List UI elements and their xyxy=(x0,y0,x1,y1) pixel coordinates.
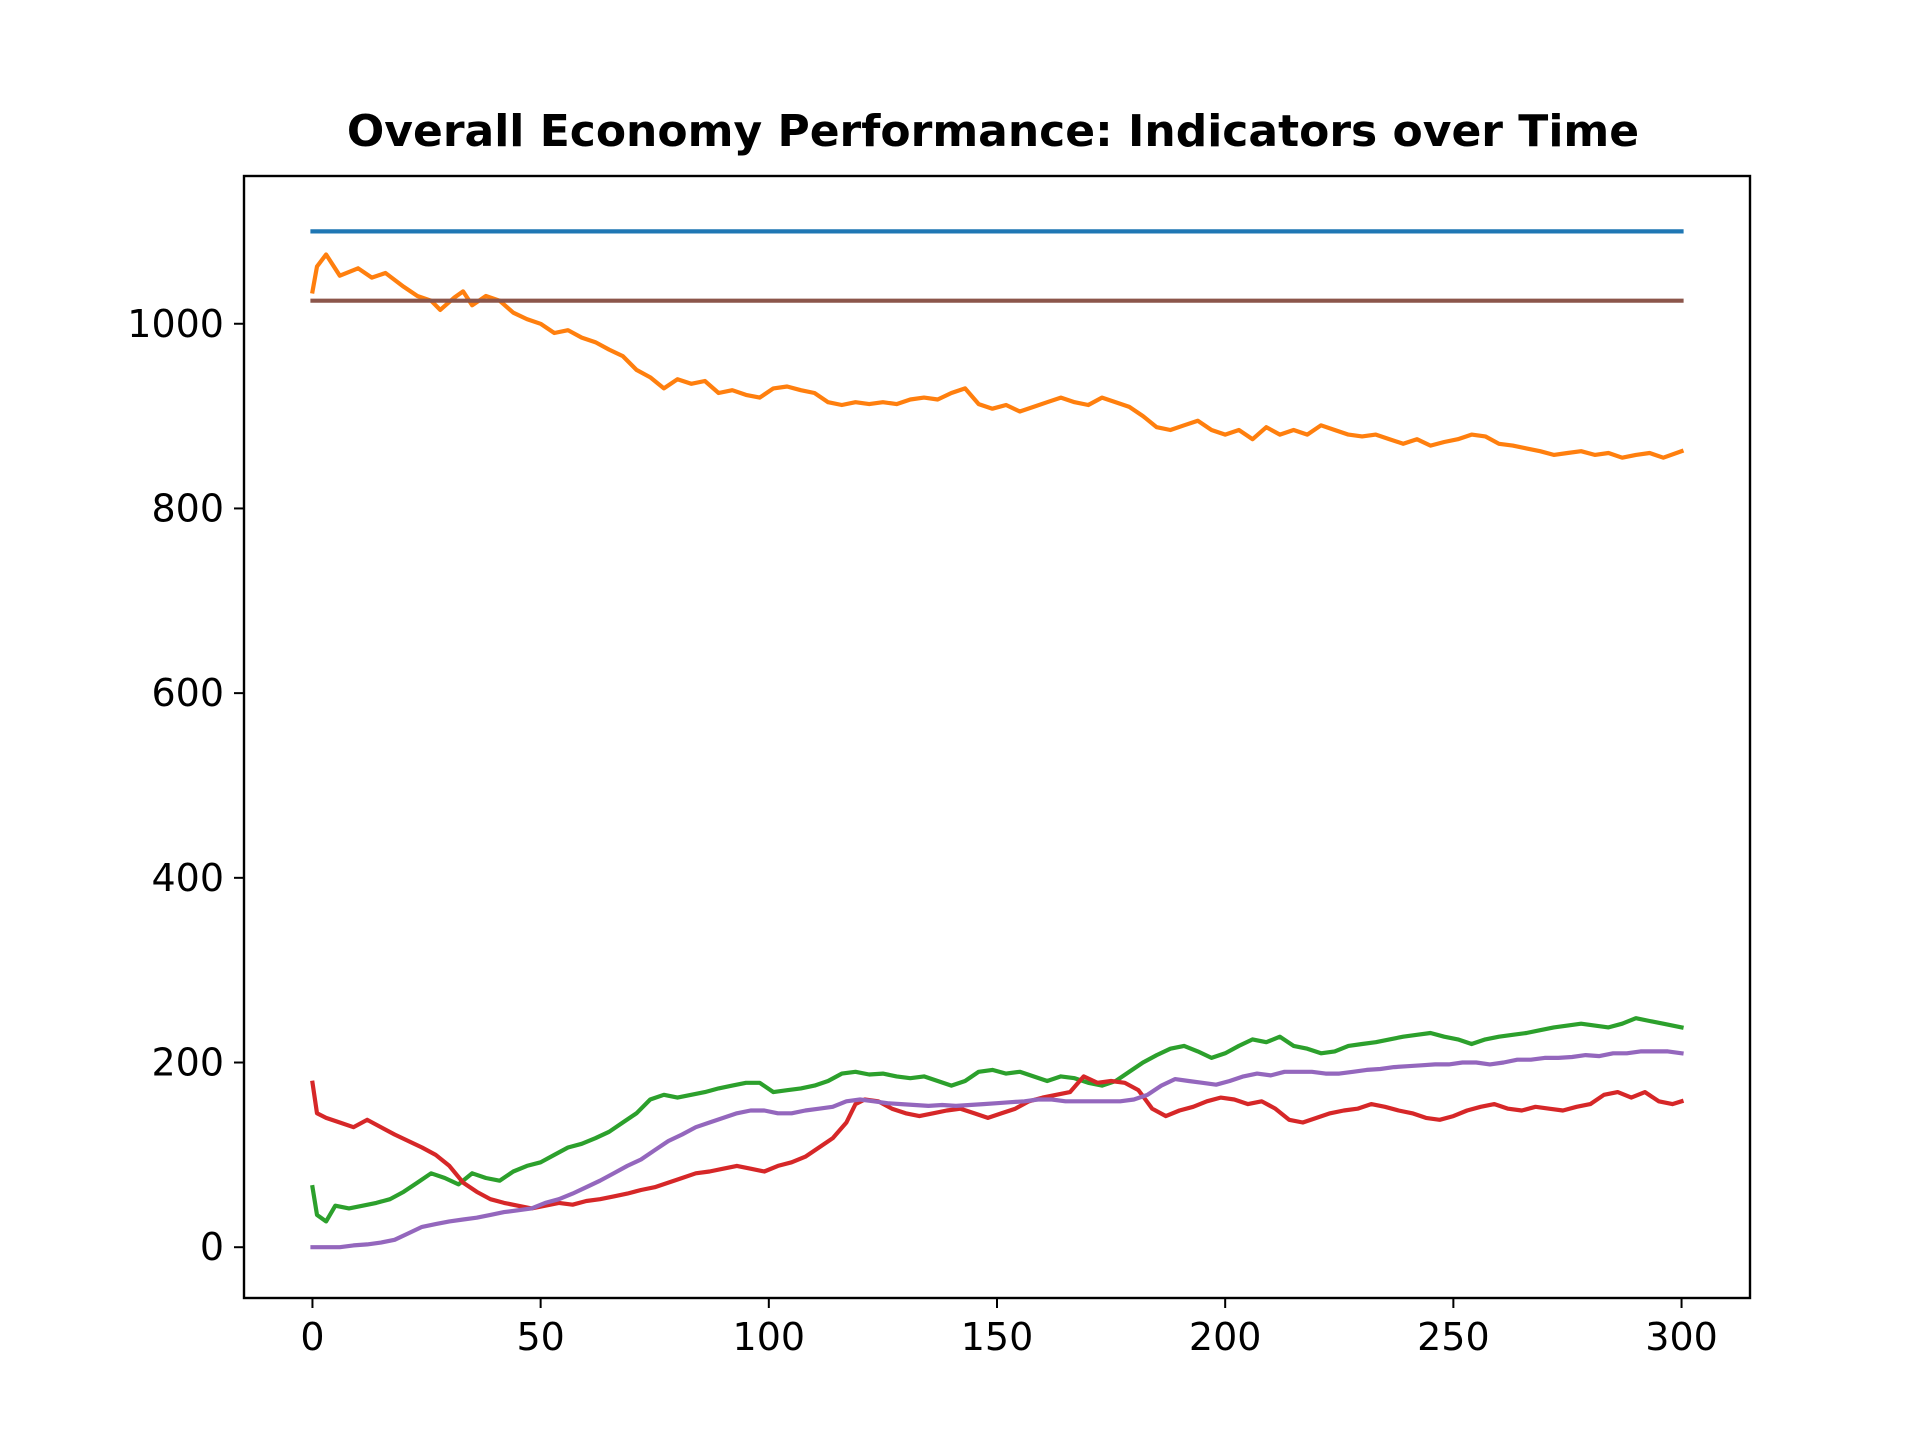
x-tick-label: 200 xyxy=(1189,1315,1262,1359)
x-tick-label: 0 xyxy=(300,1315,324,1359)
x-tick-label: 250 xyxy=(1417,1315,1490,1359)
chart-title: Overall Economy Performance: Indicators … xyxy=(347,106,1639,157)
y-tick-label: 200 xyxy=(151,1041,224,1085)
y-axis: 0 200 400 600 800 1000 xyxy=(127,302,244,1269)
x-tick-label: 150 xyxy=(961,1315,1034,1359)
x-tick-label: 50 xyxy=(516,1315,564,1359)
x-axis: 0 50 100 150 200 250 300 xyxy=(300,1298,1718,1359)
x-tick-label: 300 xyxy=(1645,1315,1718,1359)
series-line-4 xyxy=(310,1074,1685,1211)
y-tick-label: 1000 xyxy=(127,302,224,346)
plot-frame xyxy=(242,174,1752,1300)
x-tick-label: 100 xyxy=(733,1315,806,1359)
y-tick-label: 400 xyxy=(151,856,224,900)
series-layer xyxy=(310,229,1685,1250)
y-tick-label: 0 xyxy=(200,1225,224,1269)
series-line-2 xyxy=(310,252,1685,460)
series-line-3 xyxy=(310,1016,1684,1224)
y-tick-label: 600 xyxy=(151,671,224,715)
y-tick-label: 800 xyxy=(151,486,224,530)
series-line-5 xyxy=(310,1049,1684,1250)
